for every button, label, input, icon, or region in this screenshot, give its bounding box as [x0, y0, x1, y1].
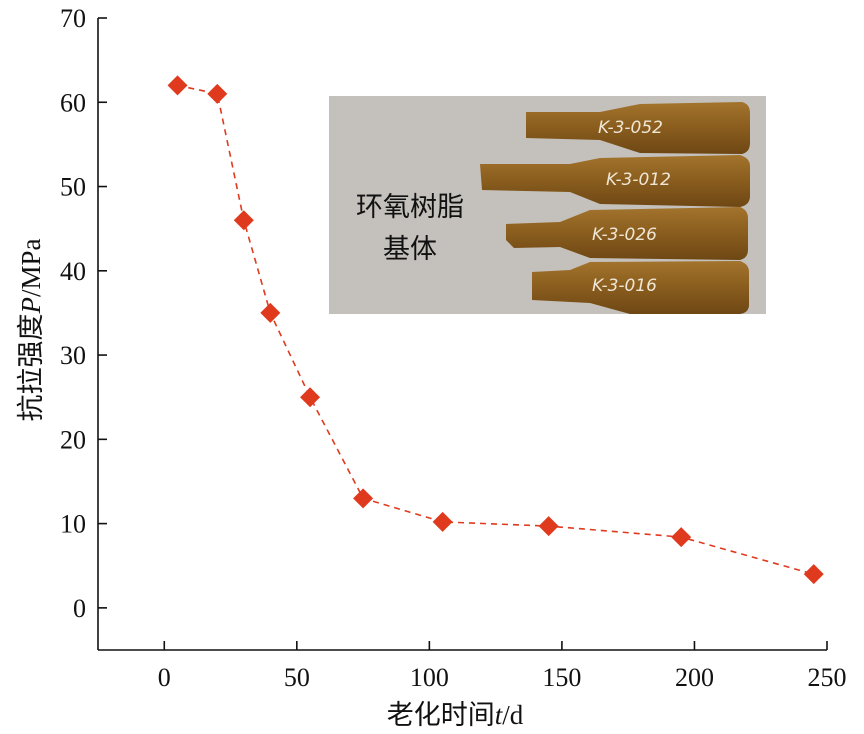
x-axis-title: 老化时间t/d: [387, 700, 524, 731]
axes: [97, 18, 827, 651]
specimen-label-1: K-3-052: [598, 118, 663, 138]
x-axis-unit: /d: [502, 700, 524, 730]
x-tick-label: 0: [158, 663, 171, 692]
y-tick-label: 40: [60, 257, 86, 286]
x-tick-label: 200: [675, 663, 714, 692]
data-point-marker: [671, 527, 692, 548]
x-tick-label: 100: [410, 663, 449, 692]
data-point-marker: [167, 75, 188, 96]
x-tick-label: 150: [542, 663, 581, 692]
x-tick-label: 250: [808, 663, 847, 692]
y-tick-label: 60: [60, 88, 86, 117]
y-tick-label: 0: [73, 594, 86, 623]
data-point-marker: [300, 387, 321, 408]
x-axis-title-text: 老化时间: [387, 700, 495, 731]
specimen-3: K-3-026: [506, 207, 748, 260]
y-axis-unit: /MPa: [16, 238, 46, 297]
specimen-label-4: K-3-016: [592, 276, 657, 296]
x-tick-label: 50: [284, 663, 310, 692]
x-axis-variable: t: [495, 700, 504, 730]
specimen-4: K-3-016: [532, 261, 749, 314]
inset-caption-line-2: 基体: [383, 234, 437, 265]
y-tick-label: 50: [60, 173, 86, 202]
data-point-marker: [432, 511, 453, 532]
specimen-label-2: K-3-012: [606, 170, 671, 190]
data-point-marker: [260, 302, 281, 323]
y-tick-label: 20: [60, 425, 86, 454]
data-point-marker: [803, 564, 824, 585]
y-tick-label: 70: [60, 4, 86, 33]
y-tick-label: 30: [60, 341, 86, 370]
data-point-marker: [538, 516, 559, 537]
y-axis-title-text: 抗拉强度: [16, 314, 47, 422]
specimen-label-3: K-3-026: [592, 225, 657, 245]
series-line: [177, 84, 814, 575]
specimen-2: K-3-012: [480, 155, 750, 207]
y-axis-title: 抗拉强度P/MPa: [16, 238, 47, 421]
inset-caption-line-1: 环氧树脂: [356, 192, 464, 223]
data-point-marker: [353, 488, 374, 509]
data-point-marker: [233, 210, 254, 231]
specimen-1: K-3-052: [526, 102, 750, 154]
y-ticks: 0 10 20 30 40 50 60 70: [60, 4, 107, 623]
data-point-marker: [207, 83, 228, 104]
y-tick-label: 10: [60, 510, 86, 539]
y-axis-variable: P: [16, 297, 46, 315]
series-markers: [167, 75, 824, 585]
x-ticks: 0 50 100 150 200 250: [158, 641, 847, 692]
inset-photo: K-3-052 K-3-012 K-3-026 K-3-016 环氧树脂 基体: [329, 96, 766, 314]
